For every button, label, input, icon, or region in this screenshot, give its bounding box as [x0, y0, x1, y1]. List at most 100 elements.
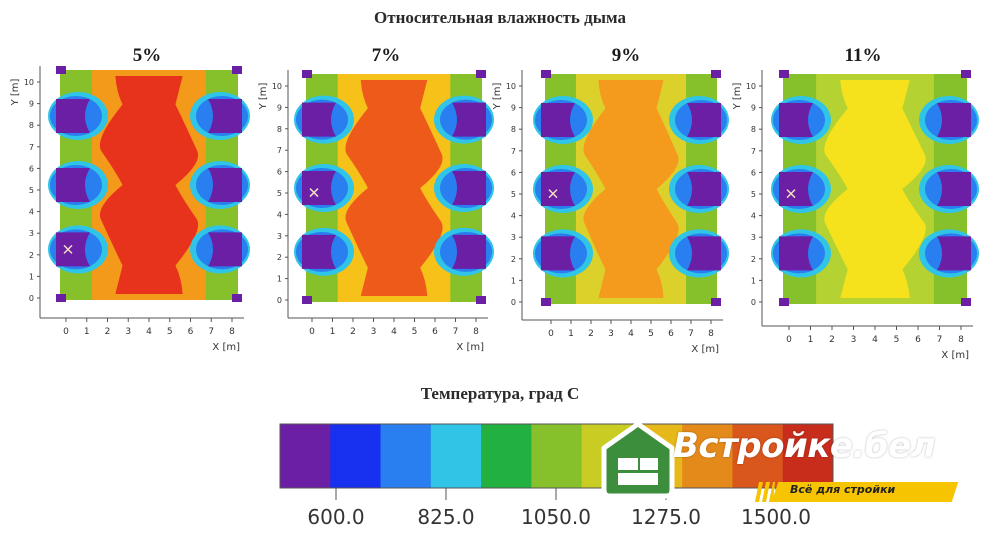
x-tick-label: 5 — [412, 327, 418, 337]
cold-inlet — [302, 102, 336, 137]
corner-marker — [476, 70, 486, 78]
cold-inlet — [541, 172, 575, 206]
y-tick-label: 7 — [751, 147, 756, 156]
brand-tagline: Всё для стройки — [790, 483, 896, 496]
x-tick-label: 7 — [208, 327, 214, 337]
x-tick-label: 6 — [915, 335, 921, 345]
y-tick-label: 8 — [277, 125, 282, 134]
heatmap-panel-2: 0 1 2 3 4 5 6 7 8 0 1 2 3 4 5 6 7 8 9 10 X [m] Y [m] — [258, 70, 494, 353]
corner-marker — [302, 296, 312, 304]
x-tick-label: 4 — [872, 335, 878, 345]
sensor-mark — [548, 189, 558, 199]
corner-marker — [779, 298, 789, 306]
heatmap-hot-zone — [345, 80, 443, 296]
y-tick-label: 6 — [751, 168, 756, 177]
sensor-mark — [63, 244, 73, 254]
y-tick-label: 5 — [29, 186, 34, 195]
y-tick-label: 0 — [29, 294, 34, 303]
y-tick-label: 1 — [751, 276, 756, 285]
y-tick-label: 7 — [277, 146, 282, 155]
cold-inlet — [937, 236, 971, 271]
x-axis-label: X [m] — [941, 350, 969, 361]
x-tick-label: 6 — [432, 327, 438, 337]
x-tick-label: 4 — [391, 327, 397, 337]
corner-marker — [232, 66, 242, 74]
y-axis-label: Y [m] — [10, 78, 21, 106]
corner-marker — [302, 70, 312, 78]
y-tick-label: 2 — [277, 253, 282, 262]
corner-marker — [711, 298, 721, 306]
y-tick-label: 7 — [29, 143, 34, 152]
stripes-decoration — [755, 482, 775, 502]
heatmap-hot-zone — [99, 76, 199, 294]
cold-inlet — [541, 236, 575, 271]
x-tick-label: 7 — [937, 335, 943, 345]
x-tick-label: 7 — [453, 327, 459, 337]
colorbar-tick-label: 1275.0 — [631, 505, 701, 529]
corner-marker — [541, 70, 551, 78]
corner-marker — [232, 294, 242, 302]
cold-inlet — [452, 234, 486, 269]
x-tick-label: 3 — [851, 335, 857, 345]
y-tick-label: 2 — [29, 251, 34, 260]
x-axis-label: X [m] — [212, 342, 240, 353]
x-tick-label: 4 — [628, 329, 634, 339]
x-tick-label: 5 — [167, 327, 173, 337]
corner-marker — [56, 294, 66, 302]
cold-inlet — [779, 172, 813, 206]
y-tick-label: 0 — [511, 298, 516, 307]
cold-inlet — [56, 99, 90, 133]
y-tick-label: 4 — [29, 208, 34, 217]
x-tick-label: 5 — [894, 335, 900, 345]
y-tick-label: 1 — [277, 275, 282, 284]
y-tick-label: 5 — [277, 189, 282, 198]
colorbar-swatch — [430, 424, 482, 488]
sensor-mark — [786, 189, 796, 199]
colorbar-title: Температура, град С — [420, 384, 580, 403]
corner-marker — [476, 296, 486, 304]
cold-inlet — [302, 171, 336, 205]
x-axis-label: X [m] — [456, 342, 484, 353]
x-tick-label: 2 — [105, 327, 111, 337]
cold-inlet — [452, 102, 486, 137]
y-tick-label: 6 — [511, 168, 516, 177]
y-tick-label: 8 — [29, 121, 34, 130]
x-tick-label: 0 — [309, 327, 315, 337]
x-tick-label: 3 — [371, 327, 377, 337]
y-tick-label: 2 — [751, 255, 756, 264]
y-tick-label: 6 — [29, 164, 34, 173]
y-tick-label: 1 — [511, 276, 516, 285]
colorbar-tick-label: 600.0 — [307, 505, 365, 529]
y-tick-label: 9 — [751, 104, 756, 113]
y-tick-label: 10 — [506, 82, 516, 91]
y-tick-label: 5 — [511, 190, 516, 199]
y-tick-label: 9 — [29, 100, 34, 109]
heatmap-panel-3: 0 1 2 3 4 5 6 7 8 0 1 2 3 4 5 6 7 8 9 10 X [m] Y [m] — [492, 70, 729, 355]
cold-inlet — [687, 236, 721, 271]
corner-marker — [961, 298, 971, 306]
cold-inlet — [56, 232, 90, 267]
cold-inlet — [937, 103, 971, 137]
cold-inlet — [937, 172, 971, 206]
cold-inlet — [541, 103, 575, 137]
x-tick-label: 0 — [548, 329, 554, 339]
y-tick-label: 4 — [511, 212, 516, 221]
brand-name: Встройке.бел — [673, 426, 936, 466]
corner-marker — [711, 70, 721, 78]
x-tick-label: 8 — [229, 327, 235, 337]
x-tick-label: 8 — [473, 327, 479, 337]
y-tick-label: 9 — [277, 103, 282, 112]
y-axis-label: Y [m] — [258, 82, 269, 110]
x-axis-label: X [m] — [691, 344, 719, 355]
y-tick-label: 8 — [751, 125, 756, 134]
x-tick-label: 3 — [608, 329, 614, 339]
x-tick-label: 4 — [146, 327, 152, 337]
x-tick-label: 0 — [63, 327, 69, 337]
colorbar-swatch — [481, 424, 532, 488]
heatmap-panel-4: 0 1 2 3 4 5 6 7 8 0 1 2 3 4 5 6 7 8 9 10 X [m] Y [m] — [732, 70, 979, 361]
y-tick-label: 7 — [511, 147, 516, 156]
y-tick-label: 3 — [511, 233, 516, 242]
y-axis-label: Y [m] — [492, 82, 503, 110]
y-tick-label: 4 — [751, 212, 756, 221]
